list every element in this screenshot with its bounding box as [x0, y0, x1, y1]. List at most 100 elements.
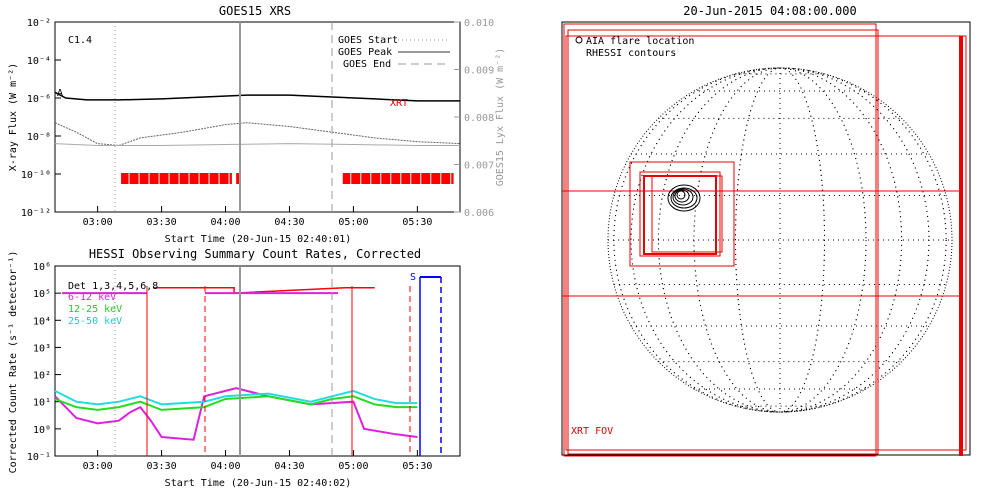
hessi-panel: HESSI Observing Summary Count Rates, Cor… — [8, 247, 461, 489]
goes-y-label: X-ray Flux (W m⁻²) — [8, 63, 19, 171]
goes-x-label: Start Time (20-Jun-15 02:40:01) — [165, 234, 352, 245]
hessi-y-tick-label: 10⁶ — [33, 262, 51, 273]
goes-y-axis: 10⁻² 10⁻⁴ 10⁻⁶ 10⁻⁸ 10⁻¹⁰ 10⁻¹² — [21, 18, 61, 219]
solar-disk-grid — [608, 67, 952, 413]
xrt-fov-box-3 — [565, 35, 967, 451]
hessi-y-tick-label: 10⁴ — [33, 316, 51, 327]
contour-5 — [676, 190, 686, 200]
goes-y2-tick-label: 0.007 — [464, 161, 494, 172]
hessi-y-tick-label: 10⁰ — [33, 425, 51, 436]
hessi-x-axis: 03:00 03:30 04:00 04:30 05:00 05:30 — [83, 450, 432, 472]
goes-y2-label: GOES15 Lyx Flux (W m⁻²) — [495, 48, 506, 186]
goes-series-line — [54, 122, 461, 147]
hessi-x-label: Start Time (20-Jun-15 02:40:02) — [165, 478, 352, 489]
hessi-legend-det: Det 1,3,4,5,6,8 — [68, 281, 158, 292]
hessi-s-label: S — [410, 272, 416, 283]
disk-legend-aia: AIA flare location — [586, 36, 694, 47]
longitude-line — [630, 67, 930, 413]
contour-3 — [672, 188, 694, 206]
hessi-y-tick-label: 10⁻¹ — [27, 452, 51, 463]
hessi-series-line — [54, 389, 418, 406]
longitude-line — [630, 67, 930, 413]
goes-legend-end: GOES End — [343, 59, 391, 70]
goes-y-tick-label: 10⁻⁸ — [27, 132, 51, 143]
goes-title: GOES15 XRS — [219, 4, 291, 18]
hessi-x-tick-label: 03:00 — [83, 461, 113, 472]
goes-x-tick-label: 04:00 — [210, 217, 240, 228]
hessi-legend-25-50: 25-50 keV — [68, 316, 122, 327]
xrt-fov-label: XRT FOV — [571, 426, 613, 437]
goes-a-label: A — [57, 88, 63, 99]
goes-flag-bar — [342, 173, 454, 184]
xrt-small-box-2 — [639, 171, 721, 257]
longitude-line — [657, 67, 903, 413]
hessi-y-axis: 10⁶ 10⁵ 10⁴ 10³ 10² 10¹ 10⁰ 10⁻¹ — [27, 262, 61, 463]
xrt-small-box-3 — [643, 175, 717, 255]
goes-y-tick-label: 10⁻⁶ — [27, 94, 51, 105]
goes-panel: GOES15 XRS 10⁻² 10⁻⁴ 10⁻⁶ 10⁻⁸ 10⁻¹⁰ 10⁻¹² 0.… — [8, 4, 506, 245]
hessi-y-tick-label: 10³ — [33, 343, 51, 354]
goes-y-tick-label: 10⁻⁴ — [27, 56, 51, 67]
hessi-x-tick-label: 03:30 — [147, 461, 177, 472]
hessi-series-line — [54, 387, 418, 441]
disk-legend-rhessi: RHESSI contours — [586, 48, 676, 59]
goes-y2-tick-label: 0.009 — [464, 66, 494, 77]
goes-legend-start: GOES Start — [338, 35, 398, 46]
hessi-legend-12-25: 12-25 keV — [68, 304, 122, 315]
goes-x-tick-label: 04:30 — [274, 217, 304, 228]
goes-legend: GOES Start GOES Peak GOES End — [338, 35, 450, 70]
rhessi-contours — [667, 184, 701, 212]
hessi-title: HESSI Observing Summary Count Rates, Cor… — [89, 247, 421, 261]
goes-y2-tick-label: 0.010 — [464, 18, 494, 29]
goes-class-label: C1.4 — [68, 35, 92, 46]
hessi-y-tick-label: 10⁵ — [33, 289, 51, 300]
goes-legend-peak: GOES Peak — [338, 47, 392, 58]
xrt-fov-box-1 — [563, 23, 877, 457]
goes-series-line — [54, 91, 460, 102]
goes-y2-tick-label: 0.006 — [464, 208, 494, 219]
goes-series — [54, 91, 461, 147]
goes-x-tick-label: 05:30 — [402, 217, 432, 228]
xrt-fov-box-2 — [567, 29, 879, 455]
goes-xrt-label: XRT — [390, 98, 408, 109]
goes-y2-axis: 0.010 0.009 0.008 0.007 0.006 — [454, 18, 494, 219]
hessi-series — [54, 286, 418, 441]
goes-x-tick-label: 05:00 — [338, 217, 368, 228]
hessi-legend-6-12: 6-12 keV — [68, 292, 116, 303]
goes-x-tick-label: 03:00 — [83, 217, 113, 228]
xrt-small-box-1 — [629, 161, 735, 267]
disk-panel: 20-Jun-2015 04:08:00.000 AIA flare locat… — [561, 4, 971, 457]
goes-y-tick-label: 10⁻¹² — [21, 208, 51, 219]
disk-title: 20-Jun-2015 04:08:00.000 — [683, 4, 856, 18]
contour-1 — [667, 184, 701, 212]
goes-x-axis: 03:00 03:30 04:00 04:30 05:00 05:30 — [83, 206, 432, 228]
goes-flag-bars — [121, 173, 454, 184]
hessi-plot-frame — [54, 265, 461, 457]
hessi-series-line — [54, 395, 418, 411]
solar-limb — [607, 67, 953, 413]
goes-y2-tick-label: 0.008 — [464, 113, 494, 124]
disk-frame — [561, 21, 971, 456]
longitude-line — [657, 67, 903, 413]
longitude-line — [693, 67, 867, 413]
hessi-x-tick-label: 04:30 — [274, 461, 304, 472]
hessi-y-label: Corrected Count Rate (s⁻¹ detector⁻¹) — [8, 251, 19, 474]
contour-2 — [670, 187, 698, 209]
goes-series-line — [54, 143, 460, 146]
hessi-y-tick-label: 10² — [33, 371, 51, 382]
xrt-fov-boxes — [562, 23, 967, 457]
goes-flag-bar — [121, 173, 232, 184]
contour-4 — [674, 189, 690, 203]
goes-y-tick-label: 10⁻² — [27, 18, 51, 29]
hessi-x-tick-label: 04:00 — [210, 461, 240, 472]
hessi-y-tick-label: 10¹ — [33, 398, 51, 409]
hessi-legend: Det 1,3,4,5,6,8 6-12 keV 12-25 keV 25-50… — [68, 281, 158, 327]
goes-flag-bar — [236, 173, 241, 184]
hessi-x-tick-label: 05:30 — [402, 461, 432, 472]
goes-x-tick-label: 03:30 — [147, 217, 177, 228]
xrt-small-box-4 — [651, 175, 723, 253]
goes-y-tick-label: 10⁻¹⁰ — [21, 170, 51, 181]
hessi-x-tick-label: 05:00 — [338, 461, 368, 472]
aia-location-symbol — [575, 36, 583, 44]
